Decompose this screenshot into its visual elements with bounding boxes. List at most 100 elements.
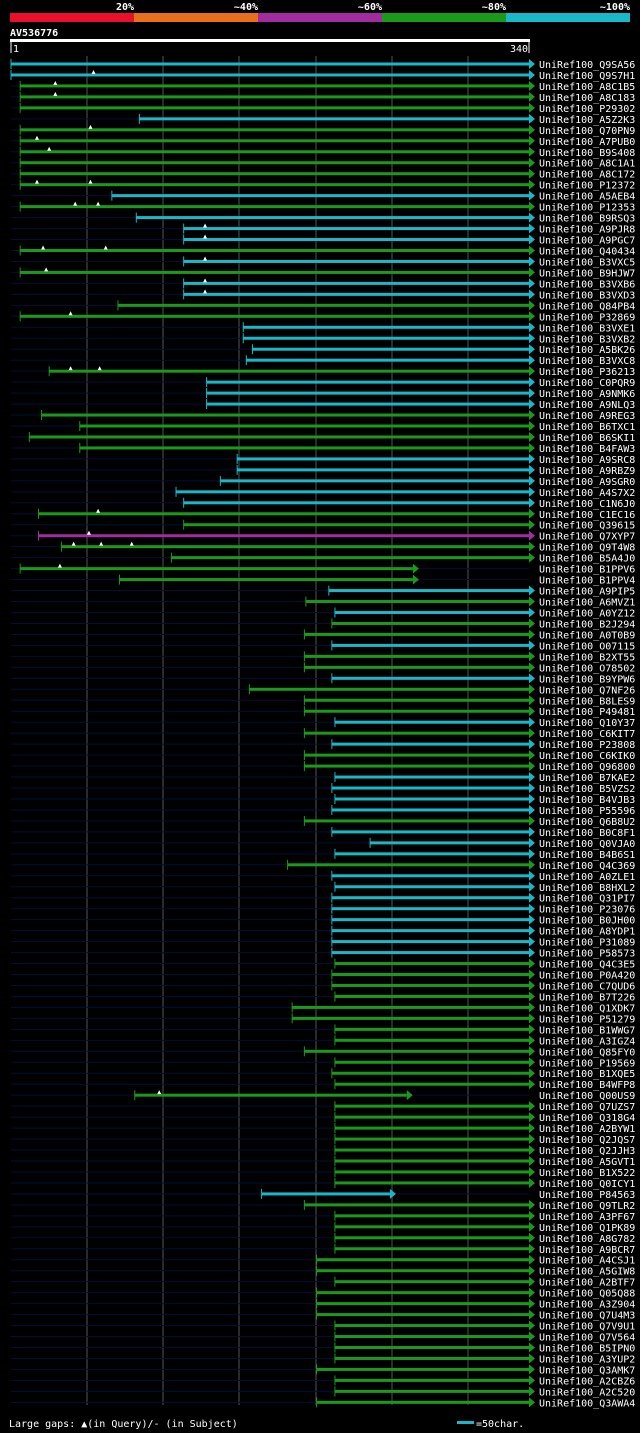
hit-row[interactable]: UniRef100_B0C8F1 [11,826,635,839]
hit-row[interactable]: UniRef100_C1EC16 [11,508,635,521]
hit-row[interactable]: UniRef100_Q39615 [11,519,635,532]
hit-bar[interactable] [334,1082,529,1086]
hit-label[interactable]: UniRef100_Q84PB4 [539,301,635,312]
hit-bar[interactable] [287,863,529,867]
hit-bar[interactable] [334,885,529,889]
hit-row[interactable]: UniRef100_B8HXL2 [11,881,635,894]
hit-row[interactable]: UniRef100_B3VXD3 [11,289,635,301]
hit-bar[interactable] [79,424,530,428]
hit-label[interactable]: UniRef100_B3VXB6 [539,279,635,290]
hit-label[interactable]: UniRef100_B9YPW6 [539,674,635,685]
hit-row[interactable]: UniRef100_A5AEB4 [11,190,635,203]
hit-label[interactable]: UniRef100_A0ZLE1 [539,872,635,883]
hit-bar[interactable] [334,1126,529,1130]
hit-label[interactable]: UniRef100_Q3AMK7 [539,1365,635,1376]
hit-bar[interactable] [20,128,529,132]
hit-row[interactable]: UniRef100_B7KAE2 [11,772,635,784]
hit-bar[interactable] [304,632,529,636]
hit-label[interactable]: UniRef100_A5Z2K3 [539,115,635,126]
hit-row[interactable]: UniRef100_A8YDP1 [11,925,635,938]
hit-bar[interactable] [334,1378,529,1382]
hit-row[interactable]: UniRef100_Q318G4 [11,1112,635,1124]
hit-bar[interactable] [304,698,529,702]
hit-label[interactable]: UniRef100_P0A420 [539,971,635,982]
hit-row[interactable]: UniRef100_B7T226 [11,991,635,1003]
hit-bar[interactable] [20,95,529,99]
hit-bar[interactable] [334,1148,529,1152]
hit-bar[interactable] [331,676,529,680]
hit-row[interactable]: UniRef100_P0A420 [11,969,635,982]
hit-bar[interactable] [20,150,529,154]
hit-bar[interactable] [331,643,529,647]
hit-bar[interactable] [20,270,529,274]
hit-row[interactable]: UniRef100_A3PF67 [11,1210,635,1223]
hit-label[interactable]: UniRef100_O07115 [539,641,635,652]
hit-bar[interactable] [331,983,529,987]
hit-label[interactable]: UniRef100_Q9TLR2 [539,1201,635,1212]
hit-row[interactable]: UniRef100_B5VZS2 [11,783,635,795]
hit-label[interactable]: UniRef100_A9SRC8 [539,455,635,466]
hit-label[interactable]: UniRef100_P23808 [539,740,635,751]
hit-row[interactable]: UniRef100_B9YPW6 [11,673,635,685]
hit-label[interactable]: UniRef100_B4WFP8 [539,1080,635,1091]
hit-bar[interactable] [304,764,529,768]
hit-row[interactable]: UniRef100_P12353 [11,201,635,214]
hit-bar[interactable] [334,611,529,614]
hit-label[interactable]: UniRef100_B1WWG7 [539,1025,635,1036]
hit-bar[interactable] [316,1400,529,1404]
hit-row[interactable]: UniRef100_Q3AMK7 [11,1364,635,1376]
hit-bar[interactable] [334,1137,529,1141]
hit-label[interactable]: UniRef100_C6KIT7 [539,729,635,740]
hit-bar[interactable] [176,490,529,494]
hit-bar[interactable] [334,720,529,724]
hit-bar[interactable] [20,314,529,318]
hit-row[interactable]: UniRef100_A2CBZ6 [11,1375,635,1387]
hit-label[interactable]: UniRef100_A5GVT1 [539,1157,635,1168]
hit-row[interactable]: UniRef100_A8C172 [11,168,635,181]
hit-label[interactable]: UniRef100_B8LES9 [539,696,635,707]
hit-row[interactable]: UniRef100_A0ZLE1 [11,870,635,883]
hit-bar[interactable] [331,940,529,944]
hit-label[interactable]: UniRef100_Q31PI7 [539,894,635,905]
hit-bar[interactable] [11,73,529,77]
hit-row[interactable]: UniRef100_Q9SA56 [10,59,635,71]
hit-label[interactable]: UniRef100_Q6B8U2 [539,817,635,828]
hit-bar[interactable] [292,1016,529,1020]
hit-row[interactable]: UniRef100_B3VXC5 [11,256,635,268]
hit-bar[interactable] [304,709,529,713]
hit-bar[interactable] [331,808,529,812]
hit-row[interactable]: UniRef100_B0JH00 [11,914,635,927]
hit-label[interactable]: UniRef100_A9BCR7 [539,1245,635,1256]
hit-label[interactable]: UniRef100_Q39615 [539,521,635,532]
hit-bar[interactable] [237,457,529,461]
hit-bar[interactable] [334,1247,529,1251]
hit-row[interactable]: UniRef100_Q0ICY1 [11,1177,635,1190]
hit-row[interactable]: UniRef100_P19569 [11,1057,635,1069]
hit-bar[interactable] [334,1181,529,1185]
hit-row[interactable]: UniRef100_A5GIW8 [11,1265,635,1278]
hit-bar[interactable] [117,303,529,307]
hit-bar[interactable] [316,1367,529,1371]
hit-label[interactable]: UniRef100_A9NLQ3 [539,400,635,411]
hit-row[interactable]: UniRef100_Q2JQS7 [11,1134,635,1146]
hit-row[interactable]: UniRef100_Q96800 [11,761,635,773]
hit-label[interactable]: UniRef100_Q05Q88 [539,1289,635,1300]
hit-row[interactable]: UniRef100_B4FAW3 [11,442,635,455]
hit-row[interactable]: UniRef100_C6KIK0 [11,750,635,762]
hit-row[interactable]: UniRef100_P84563 [11,1188,635,1201]
hit-bar[interactable] [370,841,529,845]
hit-label[interactable]: UniRef100_B1PPV6 [539,565,635,576]
hit-label[interactable]: UniRef100_B6TXC1 [539,422,635,433]
hit-label[interactable]: UniRef100_A3PF67 [539,1212,635,1223]
hit-row[interactable]: UniRef100_B1PPV4 [11,574,635,587]
hit-label[interactable]: UniRef100_B2J294 [539,619,635,630]
hit-row[interactable]: UniRef100_A9PIP5 [11,585,635,598]
hit-row[interactable]: UniRef100_Q9T4W8 [11,541,635,554]
hit-label[interactable]: UniRef100_A0T0B9 [539,630,635,641]
hit-label[interactable]: UniRef100_B3VXC5 [539,257,635,268]
hit-label[interactable]: UniRef100_Q0ICY1 [539,1179,635,1190]
hit-label[interactable]: UniRef100_Q9S7H1 [539,71,635,82]
hit-row[interactable]: UniRef100_Q4C3E5 [11,958,635,971]
hit-label[interactable]: UniRef100_B4FAW3 [539,444,635,455]
hit-row[interactable]: UniRef100_Q6B8U2 [11,815,635,828]
